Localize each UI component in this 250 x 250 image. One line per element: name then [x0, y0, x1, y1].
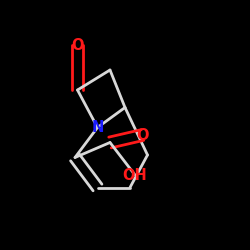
- Text: O: O: [136, 128, 149, 142]
- Text: OH: OH: [122, 168, 148, 182]
- Text: O: O: [71, 38, 84, 52]
- Text: N: N: [91, 120, 104, 135]
